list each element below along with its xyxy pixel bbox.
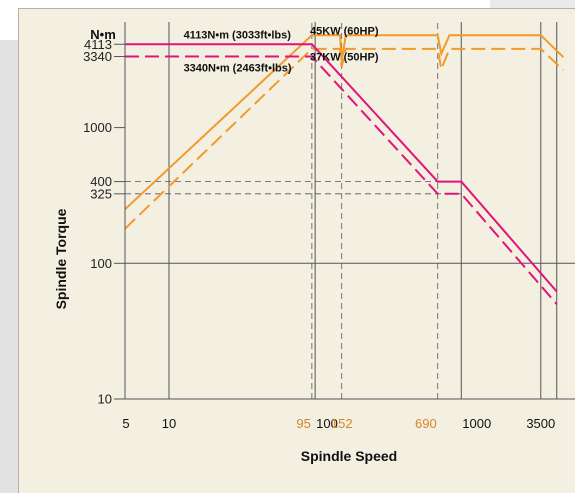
y-tick-label: 100 bbox=[90, 256, 112, 271]
series-torque-4113 bbox=[125, 43, 558, 293]
y-tick-label: 1000 bbox=[83, 120, 112, 135]
x-tick-label: 10 bbox=[162, 416, 176, 431]
series-torque-3340 bbox=[125, 55, 558, 305]
y-tick-label: 3340 bbox=[83, 49, 112, 64]
series-power-45 bbox=[124, 34, 565, 211]
y-tick-label: 325 bbox=[90, 186, 112, 201]
x-tick-label: 5 bbox=[122, 416, 129, 431]
y-tick-label: 400 bbox=[90, 174, 112, 189]
annotation-power-high: 45KW (60HP) bbox=[310, 25, 379, 37]
annotation-power-low: 37KW (50HP) bbox=[310, 52, 379, 64]
annotation-torque-low: 3340N•m (2463ft•lbs) bbox=[184, 63, 292, 75]
series-power-37 bbox=[124, 47, 565, 230]
x-tick-label: 690 bbox=[415, 416, 437, 431]
annotation-torque-high: 4113N•m (3033ft•lbs) bbox=[184, 29, 292, 41]
x-tick-label: 95 bbox=[296, 416, 310, 431]
y-tick-label: 4113 bbox=[84, 37, 112, 52]
y-axis-label: Spindle Torque bbox=[53, 208, 69, 309]
x-tick-label: 1000 bbox=[462, 416, 491, 431]
x-tick-label: 100 bbox=[316, 416, 338, 431]
x-tick-label: 3500 bbox=[526, 416, 555, 431]
y-tick-label: 10 bbox=[98, 392, 112, 407]
x-axis-label: Spindle Speed bbox=[301, 448, 397, 464]
chart-frame: 10 100 325 400 1000 3340 4113 5 10 95 100 152 690 100… bbox=[18, 8, 575, 493]
y-unit-label: N•m bbox=[90, 27, 116, 42]
x-tick-label: 152 bbox=[331, 416, 353, 431]
